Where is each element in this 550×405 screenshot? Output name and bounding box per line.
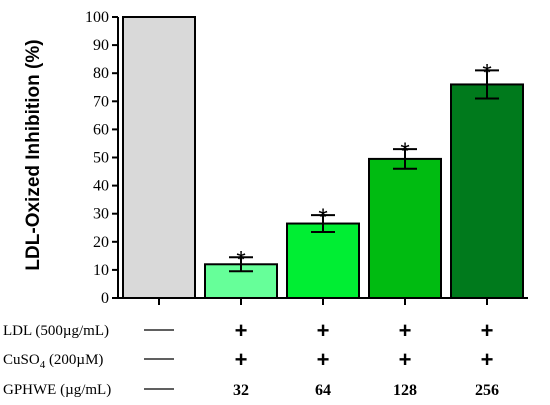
- y-tick-label: 50: [93, 150, 109, 167]
- bar: [122, 16, 196, 299]
- x-axis: [118, 297, 528, 305]
- condition-present-mark: +: [235, 318, 248, 343]
- significance-marker: *: [400, 138, 409, 165]
- condition-value: 64: [315, 382, 331, 399]
- y-tick-label: 0: [101, 290, 109, 307]
- condition-label: LDL (500µg/mL): [3, 323, 109, 339]
- condition-label: CuSO4 (200µM): [3, 352, 103, 371]
- y-tick-label: 80: [93, 65, 109, 82]
- y-tick-label: 30: [93, 206, 109, 223]
- y-tick-label: 90: [93, 37, 109, 54]
- condition-present-mark: +: [399, 318, 412, 343]
- condition-present-mark: +: [317, 318, 330, 343]
- condition-value: 32: [233, 382, 249, 399]
- condition-present-mark: +: [317, 347, 330, 372]
- y-tick-label: 40: [93, 178, 109, 195]
- y-tick-label: 100: [85, 9, 109, 26]
- bar: [368, 157, 442, 299]
- y-axis: 0 10 20 30 40 50 60 70 80 90 100: [85, 9, 119, 307]
- bars: * * * *: [122, 16, 524, 299]
- significance-marker: *: [236, 246, 245, 273]
- condition-present-mark: +: [399, 347, 412, 372]
- bar: [450, 83, 524, 299]
- condition-table: LDL (500µg/mL) + + + + CuSO4 (200µM) + + + + GPHWE…: [3, 318, 499, 399]
- y-tick-label: 20: [93, 234, 109, 251]
- bar: [286, 222, 360, 299]
- significance-marker: *: [482, 59, 491, 86]
- condition-present-mark: +: [235, 347, 248, 372]
- condition-label: GPHWE (µg/mL): [3, 382, 111, 398]
- y-tick-label: 10: [93, 262, 109, 279]
- y-tick-label: 70: [93, 93, 109, 110]
- condition-present-mark: +: [481, 347, 494, 372]
- significance-marker: *: [318, 204, 327, 231]
- y-axis-label: LDL-Oxized Inhibition (%): [23, 39, 44, 270]
- condition-present-mark: +: [481, 318, 494, 343]
- condition-value: 128: [393, 382, 417, 399]
- condition-value: 256: [475, 382, 499, 399]
- y-tick-label: 60: [93, 121, 109, 138]
